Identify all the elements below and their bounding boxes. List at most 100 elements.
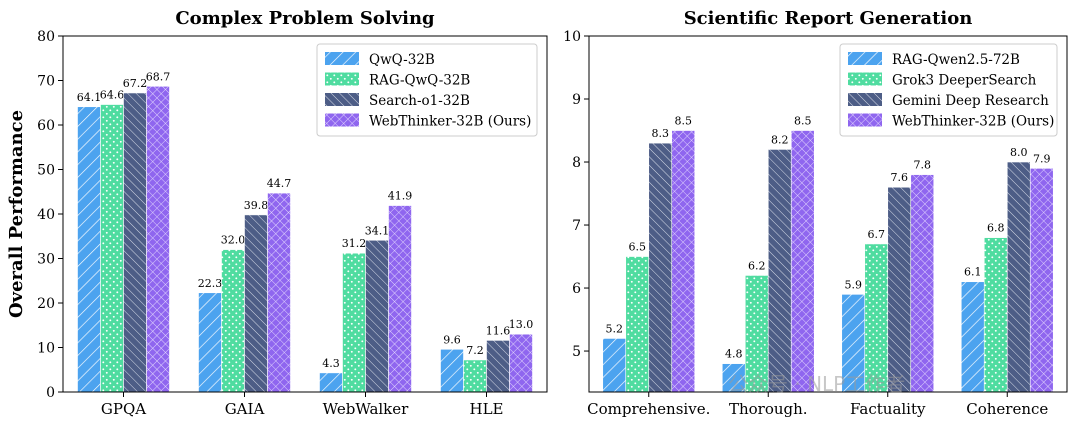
bar-qwq-32b-webwalker — [319, 372, 343, 393]
data-label: 39.8 — [244, 199, 269, 212]
chart-complex-problem-solving: Complex Problem Solving 0 10 20 30 40 50 60 70 80… — [37, 8, 548, 418]
bar-rag-qwq-32b-hle — [463, 359, 487, 393]
data-label: 68.7 — [146, 70, 171, 83]
data-label: 4.3 — [322, 357, 340, 370]
data-label: 7.9 — [1033, 152, 1051, 165]
legend-swatch-grok3-deepersearch — [848, 72, 882, 86]
bar-webthinker-32b-ours-webwalker — [388, 205, 412, 393]
chart-scientific-report-generation: Scientific Report Generation 5 6 7 8 9 10 Compr… — [563, 8, 1068, 418]
bar-grok3-deepersearch-coherence — [983, 237, 1008, 393]
bar-gemini-deep-research-comprehensive — [648, 142, 673, 393]
data-label: 41.9 — [388, 190, 413, 203]
x-tick-label-gpqa: GPQA — [101, 400, 146, 418]
y-tick-label: 20 — [37, 296, 55, 312]
legend-swatch-search-o1-32b — [325, 93, 359, 106]
data-label: 6.7 — [868, 228, 886, 241]
bar-webthinker-32b-ours-hle — [509, 333, 533, 393]
x-tick-label-webwalker: WebWalker — [323, 400, 409, 418]
bar-gemini-deep-research-coherence — [1006, 161, 1031, 393]
bar-webthinker-32b-ours-comprehensive — [671, 130, 696, 393]
bar-qwq-32b-gaia — [198, 292, 222, 393]
data-label: 9.6 — [443, 333, 461, 346]
legend-swatch-rag-qwen2-5-72b — [848, 52, 882, 65]
y-tick-label: 6 — [572, 281, 581, 297]
legend-swatch-webthinker-32b-ours — [848, 113, 882, 127]
watermark: 公众号 · NLP工作者 — [728, 372, 905, 396]
x-tick-label-thorough: Thorough. — [729, 400, 808, 418]
y-tick-label: 80 — [37, 29, 55, 45]
legend-label: RAG-QwQ-32B — [369, 73, 470, 89]
data-label: 64.1 — [77, 91, 102, 104]
data-label: 22.3 — [198, 277, 223, 290]
bar-webthinker-32b-ours-thorough — [790, 130, 815, 393]
data-label: 13.0 — [509, 318, 534, 331]
legend-label: QwQ-32B — [369, 52, 435, 68]
y-tick-label: 0 — [46, 385, 55, 401]
data-label: 8.2 — [771, 133, 789, 146]
x-tick-label-hle: HLE — [470, 400, 504, 418]
data-label: 5.9 — [845, 278, 863, 291]
x-tick-label-comprehensive: Comprehensive. — [587, 400, 710, 418]
legend-label: WebThinker-32B (Ours) — [369, 114, 531, 130]
y-tick-label: 60 — [37, 118, 55, 134]
data-label: 6.5 — [629, 241, 647, 254]
x-tick-label-coherence: Coherence — [966, 400, 1048, 418]
data-label: 32.0 — [221, 234, 246, 247]
y-tick-label: 7 — [572, 218, 581, 234]
bar-gemini-deep-research-factuality — [887, 186, 912, 393]
data-label: 6.8 — [987, 222, 1005, 235]
y-tick-label: 70 — [37, 74, 55, 90]
data-label: 6.1 — [964, 266, 982, 279]
legend-label: Grok3 DeeperSearch — [892, 73, 1037, 89]
bar-search-o1-32b-webwalker — [365, 239, 389, 393]
y-tick-label: 10 — [37, 341, 55, 357]
data-label: 34.1 — [365, 224, 390, 237]
legend-label: Search-o1-32B — [369, 93, 470, 109]
data-label: 8.3 — [652, 127, 670, 140]
bar-grok3-deepersearch-comprehensive — [625, 256, 650, 393]
bar-webthinker-32b-ours-gaia — [267, 192, 291, 393]
y-axis-label: Overall Performance — [6, 110, 27, 318]
data-label: 44.7 — [267, 177, 292, 190]
x-tick-label-gaia: GAIA — [225, 400, 265, 418]
x-tick-label-factuality: Factuality — [850, 400, 926, 418]
plot-frame — [588, 35, 1068, 393]
data-label: 31.2 — [342, 237, 367, 250]
legend: QwQ-32B RAG-QwQ-32B Search-o1-32B WebThinke… — [316, 43, 538, 137]
bar-webthinker-32b-ours-gpqa — [146, 85, 170, 393]
legend-box — [839, 43, 1058, 137]
data-label: 8.5 — [675, 115, 693, 128]
y-tick-label: 50 — [37, 163, 55, 179]
y-tick-label: 30 — [37, 252, 55, 268]
chart-title: Scientific Report Generation — [684, 8, 973, 29]
data-label: 67.2 — [123, 77, 148, 90]
bar-webthinker-32b-ours-factuality — [910, 174, 935, 393]
y-tick-label: 40 — [37, 207, 55, 223]
legend-label: Gemini Deep Research — [892, 93, 1049, 109]
legend-label: WebThinker-32B (Ours) — [892, 114, 1054, 130]
bar-search-o1-32b-gaia — [244, 214, 268, 393]
legend-swatch-gemini-deep-research — [848, 93, 882, 106]
data-label: 7.8 — [914, 159, 932, 172]
y-tick-label: 10 — [563, 29, 581, 45]
y-tick-label: 9 — [572, 92, 581, 108]
bar-grok3-deepersearch-factuality — [864, 243, 889, 393]
legend-box — [316, 43, 538, 137]
data-label: 64.6 — [100, 89, 125, 102]
bar-qwq-32b-hle — [440, 348, 464, 393]
legend-swatch-rag-qwq-32b — [325, 72, 359, 86]
data-label: 5.2 — [606, 322, 624, 335]
bar-rag-qwq-32b-gaia — [221, 249, 245, 393]
data-label: 8.0 — [1010, 146, 1028, 159]
bar-qwq-32b-gpqa — [77, 106, 101, 393]
bar-gemini-deep-research-thorough — [767, 149, 792, 393]
bar-search-o1-32b-gpqa — [123, 92, 147, 393]
legend-swatch-qwq-32b — [325, 52, 359, 65]
plot-frame — [62, 35, 548, 393]
data-label: 7.2 — [466, 344, 484, 357]
bar-webthinker-32b-ours-coherence — [1029, 168, 1054, 393]
legend: RAG-Qwen2.5-72B Grok3 DeeperSearch Gemini … — [839, 43, 1058, 137]
bar-search-o1-32b-hle — [486, 340, 510, 393]
data-label: 7.6 — [891, 171, 909, 184]
